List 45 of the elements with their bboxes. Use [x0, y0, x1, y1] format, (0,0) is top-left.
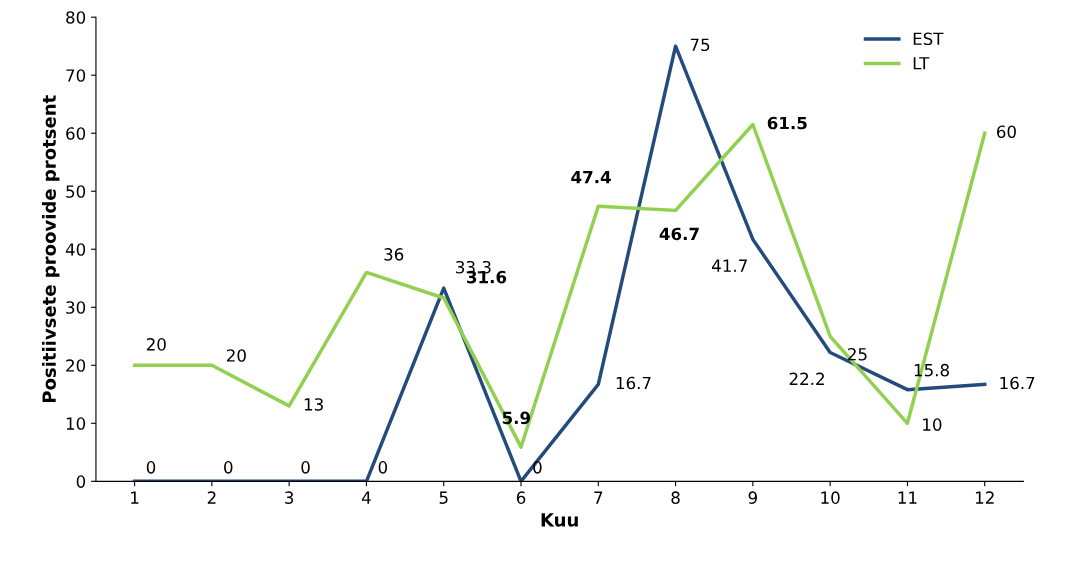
data-label: 0 — [533, 461, 542, 474]
y-tick-label: 20 — [66, 359, 86, 372]
x-tick-label: 3 — [285, 491, 294, 504]
x-axis-title: Kuu — [541, 513, 578, 527]
data-label: 20 — [146, 338, 166, 351]
data-label: 60 — [996, 125, 1016, 139]
data-label: 16.7 — [1000, 376, 1035, 390]
x-tick-label: 12 — [975, 491, 994, 504]
x-tick-label: 5 — [439, 491, 448, 504]
data-label: 16.7 — [616, 376, 651, 390]
y-tick-label: 80 — [66, 11, 86, 24]
data-label: 47.4 — [571, 170, 611, 184]
y-tick-label: 10 — [66, 417, 86, 430]
x-tick-label: 8 — [671, 491, 680, 504]
y-tick-label: 40 — [65, 243, 86, 256]
x-tick-label: 2 — [207, 491, 216, 504]
data-label: 25 — [848, 347, 867, 361]
data-label: 0 — [378, 461, 388, 474]
data-label: 61.5 — [767, 116, 807, 130]
legend-label: LT — [913, 57, 930, 70]
x-tick-label: 9 — [748, 491, 757, 504]
data-label: 13 — [304, 398, 323, 411]
x-tick-label: 6 — [516, 491, 526, 504]
x-tick-label: 4 — [361, 491, 371, 504]
legend-label: EST — [913, 32, 944, 46]
data-label: 22.2 — [789, 372, 824, 385]
data-label: 46.7 — [659, 227, 699, 241]
data-label: 75 — [690, 38, 710, 52]
data-label: 36 — [384, 248, 404, 261]
data-label: 10 — [923, 418, 942, 431]
x-tick-label: 11 — [898, 491, 917, 504]
x-tick-label: 7 — [594, 491, 603, 504]
y-axis-title: Positiivsete proovide protsent — [41, 95, 60, 403]
data-label: 0 — [301, 461, 310, 474]
y-tick-label: 0 — [76, 475, 86, 488]
data-label: 0 — [146, 461, 156, 474]
x-tick-label: 1 — [131, 491, 139, 504]
data-label: 0 — [224, 461, 233, 474]
x-tick-label: 10 — [821, 491, 840, 504]
y-tick-label: 60 — [66, 127, 86, 140]
data-label: 20 — [226, 349, 246, 362]
data-label: 41.7 — [712, 259, 747, 272]
y-tick-label: 70 — [66, 69, 86, 82]
y-tick-label: 50 — [66, 185, 86, 198]
y-tick-label: 30 — [66, 301, 86, 314]
